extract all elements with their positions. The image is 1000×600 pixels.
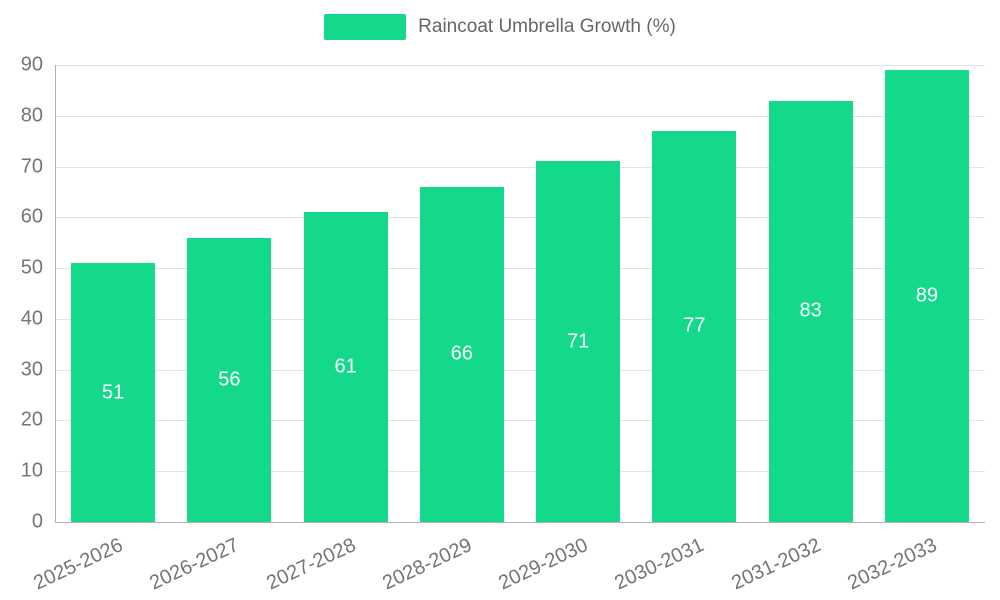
bar-2028-2029[interactable]: 66 [419, 186, 504, 522]
gridline [55, 65, 985, 66]
y-axis-tick-label: 90 [20, 53, 43, 76]
bar-2025-2026[interactable]: 51 [71, 263, 156, 522]
y-axis-tick-label: 80 [20, 104, 43, 127]
chart-legend[interactable]: Raincoat Umbrella Growth (%) [0, 14, 1000, 40]
y-axis-tick-label: 40 [20, 307, 43, 330]
legend-swatch-icon [324, 14, 407, 40]
bar-value-label: 89 [915, 284, 938, 307]
bar-2026-2027[interactable]: 56 [187, 237, 272, 522]
gridline [55, 115, 985, 117]
x-axis-tick-label: 2025-2026 [30, 534, 127, 595]
gridline [55, 268, 985, 270]
bar-2029-2030[interactable]: 71 [536, 161, 621, 522]
gridline [55, 318, 985, 320]
gridline [55, 166, 985, 168]
bar-value-label: 83 [799, 299, 822, 322]
y-axis-tick-label: 50 [20, 256, 43, 279]
y-axis-tick-label: 20 [20, 408, 43, 431]
bar-2031-2032[interactable]: 83 [768, 100, 853, 522]
bar-value-label: 56 [218, 368, 241, 391]
x-axis-line [55, 522, 985, 523]
gridline [55, 420, 985, 422]
y-axis-line [55, 65, 56, 523]
bar-2027-2028[interactable]: 61 [303, 212, 388, 522]
gridline [55, 369, 985, 371]
legend-label: Raincoat Umbrella Growth (%) [418, 16, 676, 37]
bar-2032-2033[interactable]: 89 [884, 70, 969, 522]
gridline [55, 217, 985, 219]
bar-value-label: 77 [683, 314, 706, 337]
y-axis-tick-label: 30 [20, 358, 43, 381]
bar-value-label: 51 [102, 381, 125, 403]
y-axis-tick-label: 10 [20, 459, 43, 482]
y-axis-tick-label: 0 [31, 510, 43, 533]
bar-value-label: 61 [334, 355, 357, 378]
bar-2030-2031[interactable]: 77 [652, 131, 737, 522]
bar-value-label: 66 [450, 342, 473, 365]
gridline [55, 471, 985, 473]
y-axis-tick-label: 70 [20, 155, 43, 178]
y-axis-tick-label: 60 [20, 205, 43, 228]
bar-value-label: 71 [567, 330, 590, 353]
